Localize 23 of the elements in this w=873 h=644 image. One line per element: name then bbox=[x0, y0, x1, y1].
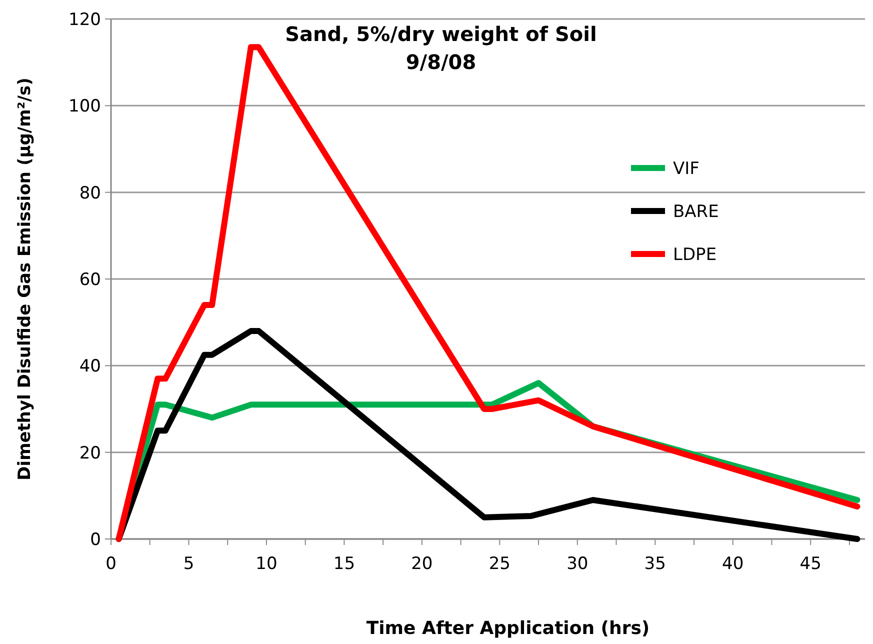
y-axis-title: Dimethyl Disulfide Gas Emission (µg/m²/s) bbox=[15, 78, 35, 480]
x-tick-label: 15 bbox=[333, 554, 356, 574]
x-tick-label: 0 bbox=[106, 554, 116, 574]
x-tick-label: 40 bbox=[722, 554, 744, 574]
y-tick-label: 80 bbox=[79, 183, 101, 204]
text: Sand, 5%/dry weight of Soil 9/8/08 bbox=[285, 22, 597, 74]
x-tick-label: 45 bbox=[800, 554, 822, 574]
x-tick-label: 5 bbox=[183, 554, 194, 574]
y-tick-label: 60 bbox=[79, 270, 101, 290]
x-tick-label: 30 bbox=[566, 554, 588, 574]
y-tick-label: 100 bbox=[68, 96, 101, 117]
y-tick-label: 20 bbox=[79, 443, 101, 464]
x-tick-label: 35 bbox=[644, 554, 666, 574]
x-tick-label: 10 bbox=[256, 554, 278, 574]
legend-label: BARE bbox=[673, 202, 719, 222]
x-tick-label: 20 bbox=[411, 554, 433, 574]
y-tick-label: 0 bbox=[90, 530, 101, 550]
y-tick-label: 40 bbox=[79, 356, 101, 377]
x-tick-label: 25 bbox=[488, 554, 510, 574]
legend-label: LDPE bbox=[673, 244, 717, 265]
legend-label: VIF bbox=[673, 158, 700, 179]
x-axis-title: Time After Application (hrs) bbox=[366, 618, 650, 639]
y-tick-label: 120 bbox=[68, 10, 101, 30]
